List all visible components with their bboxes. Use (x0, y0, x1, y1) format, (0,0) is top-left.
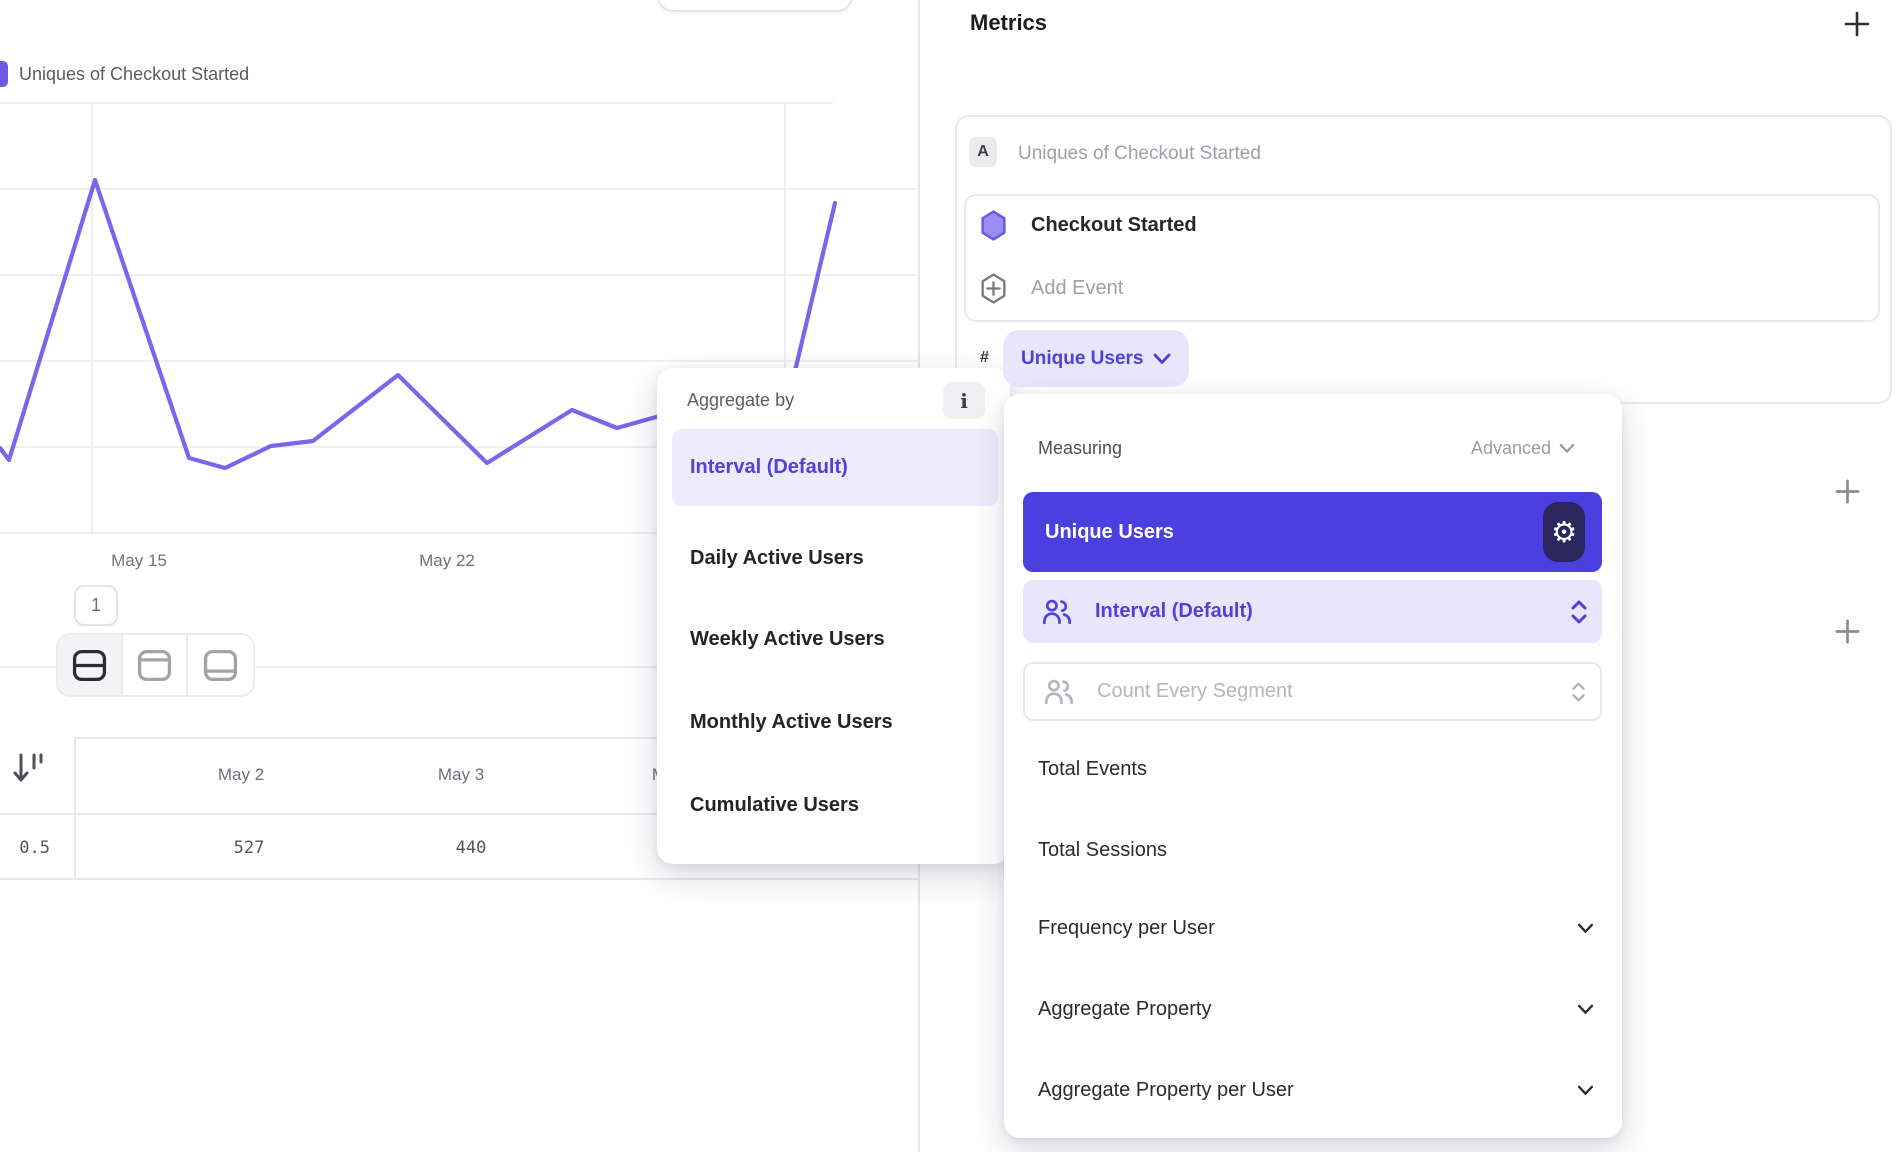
unfold-icon (1572, 681, 1585, 702)
measuring-option-aggregate-property[interactable]: Aggregate Property (1038, 998, 1594, 1021)
sort-descending-icon (13, 753, 43, 782)
measuring-label: Measuring (1038, 438, 1123, 458)
metric-card: A Uniques of Checkout Started Checkout S… (955, 115, 1892, 404)
option-label: Total Events (1038, 758, 1147, 780)
measuring-option-unique-users[interactable]: Unique Users ⚙ (1023, 492, 1602, 572)
event-group-card: Checkout Started Add Event (964, 194, 1880, 322)
add-event-label: Add Event (1031, 277, 1124, 299)
settings-button[interactable]: ⚙ (1543, 502, 1585, 562)
chart-view-icon (137, 649, 172, 681)
x-tick-may-15: May 15 (111, 551, 167, 570)
event-name: Checkout Started (1031, 214, 1197, 236)
option-label: Total Sessions (1038, 839, 1167, 861)
menu-item-label: Interval (Default) (690, 456, 848, 478)
split-view-icon (72, 649, 107, 681)
chevron-down-icon (1577, 1085, 1594, 1095)
table-bottom-border (0, 878, 919, 880)
interval-selector-row[interactable]: Interval (Default) (1023, 580, 1602, 643)
menu-item-label: Weekly Active Users (690, 628, 885, 650)
legend-label: Uniques of Checkout Started (19, 63, 250, 84)
table-top-border (74, 737, 919, 739)
table-col-divider (74, 737, 76, 879)
table-cell-value: 440 (455, 838, 487, 858)
count-segment-row[interactable]: Count Every Segment (1023, 662, 1602, 721)
event-row[interactable]: Checkout Started (980, 210, 1197, 241)
unique-users-chip[interactable]: Unique Users (1003, 330, 1190, 387)
gear-icon: ⚙ (1551, 514, 1577, 549)
page-number-badge[interactable]: 1 (74, 585, 118, 626)
x-tick-may-22: May 22 (419, 551, 475, 570)
advanced-label: Advanced (1471, 438, 1552, 458)
unfold-icon (1571, 600, 1587, 623)
info-icon: i (960, 388, 968, 413)
menu-item-label: Daily Active Users (690, 547, 864, 569)
view-chart-button[interactable] (123, 635, 188, 695)
aggregate-by-menu: Aggregate by i Interval (Default) Daily … (657, 368, 1010, 864)
table-sort-button[interactable] (13, 752, 43, 791)
view-table-button[interactable] (188, 635, 253, 695)
table-cell-value: 527 (233, 838, 265, 858)
chevron-down-icon (1559, 443, 1575, 453)
info-button[interactable]: i (943, 382, 985, 419)
section-divider (0, 666, 919, 668)
event-hexagon-icon (981, 210, 1006, 241)
measuring-option-total-sessions[interactable]: Total Sessions (1038, 839, 1594, 862)
operator-symbol: # (980, 349, 989, 366)
add-event-row[interactable]: Add Event (980, 273, 1123, 304)
add-metric-button[interactable] (1843, 10, 1871, 43)
plus-icon (1835, 479, 1860, 504)
legend-marker-icon (0, 61, 8, 87)
menu-item-label: Monthly Active Users (690, 711, 893, 733)
menu-item-label: Cumulative Users (690, 794, 859, 816)
users-icon (1044, 679, 1074, 704)
metrics-title: Metrics (970, 10, 1048, 35)
table-header-border (0, 813, 919, 815)
users-icon (1042, 599, 1072, 624)
menu-item-weekly-active-users[interactable]: Weekly Active Users (690, 628, 885, 651)
interval-row-label: Interval (Default) (1095, 600, 1253, 622)
add-filter-button[interactable] (1834, 478, 1861, 510)
page-number: 1 (90, 595, 101, 615)
advanced-dropdown[interactable]: Advanced (1471, 438, 1575, 459)
option-label: Frequency per User (1038, 917, 1215, 939)
chevron-down-icon (1154, 353, 1171, 364)
option-label: Aggregate Property per User (1038, 1079, 1294, 1101)
chart-legend[interactable]: Uniques of Checkout Started (0, 61, 249, 87)
metric-letter-badge: A (969, 137, 997, 167)
add-event-hexagon-icon (981, 273, 1006, 304)
option-label: Aggregate Property (1038, 998, 1212, 1020)
measuring-option-frequency-per-user[interactable]: Frequency per User (1038, 917, 1594, 940)
measuring-option-label: Unique Users (1045, 520, 1174, 543)
aggregate-by-title: Aggregate by (687, 390, 795, 410)
unique-users-chip-label: Unique Users (1021, 347, 1144, 369)
plus-icon (1835, 619, 1860, 644)
menu-item-monthly-active-users[interactable]: Monthly Active Users (690, 711, 893, 734)
plus-icon (1844, 11, 1870, 37)
metric-letter: A (977, 143, 989, 160)
table-row-label: 0.5 (19, 838, 50, 858)
measuring-menu: Measuring Advanced Unique Users ⚙ (1004, 394, 1622, 1138)
table-view-icon (203, 649, 238, 681)
menu-item-daily-active-users[interactable]: Daily Active Users (690, 547, 864, 570)
add-breakdown-button[interactable] (1834, 618, 1861, 650)
measuring-option-total-events[interactable]: Total Events (1038, 758, 1594, 781)
count-segment-label: Count Every Segment (1097, 680, 1293, 702)
menu-item-interval-default[interactable]: Interval (Default) (672, 429, 998, 506)
table-header-may3: May 3 (437, 765, 485, 784)
menu-item-cumulative-users[interactable]: Cumulative Users (690, 794, 859, 817)
metric-name[interactable]: Uniques of Checkout Started (1018, 143, 1261, 164)
measuring-option-aggregate-property-per-user[interactable]: Aggregate Property per User (1038, 1079, 1594, 1102)
chevron-down-icon (1577, 923, 1594, 933)
table-header-may2: May 2 (217, 765, 265, 784)
chevron-down-icon (1577, 1004, 1594, 1014)
view-split-button[interactable] (58, 635, 123, 695)
view-toggle-group (56, 633, 255, 697)
